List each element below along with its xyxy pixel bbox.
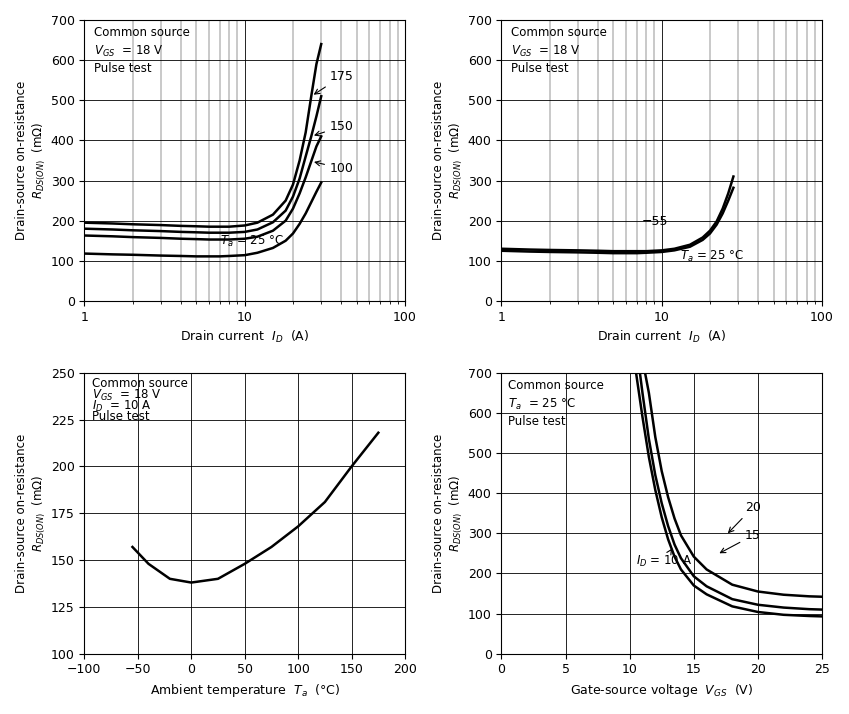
Text: Common source: Common source <box>511 26 607 39</box>
Text: 150: 150 <box>315 120 354 136</box>
X-axis label: Ambient temperature  $T_a$  (°C): Ambient temperature $T_a$ (°C) <box>149 682 340 699</box>
Text: $V_{GS}$  = 18 V: $V_{GS}$ = 18 V <box>511 44 581 59</box>
Text: $T_a$ = 25 °C: $T_a$ = 25 °C <box>220 234 284 249</box>
Text: 175: 175 <box>315 70 354 94</box>
X-axis label: Drain current  $I_D$  (A): Drain current $I_D$ (A) <box>180 329 309 346</box>
Text: 20: 20 <box>728 501 761 533</box>
Text: $T_a$ = 25 °C: $T_a$ = 25 °C <box>680 248 744 263</box>
Y-axis label: Drain-source on-resistance
$R_{DS(ON)}$  (m$\Omega$): Drain-source on-resistance $R_{DS(ON)}$ … <box>15 433 48 593</box>
X-axis label: Drain current  $I_D$  (A): Drain current $I_D$ (A) <box>597 329 727 346</box>
Text: Pulse test: Pulse test <box>508 415 565 428</box>
Text: 15: 15 <box>721 529 761 553</box>
Text: Pulse test: Pulse test <box>92 411 149 423</box>
Text: $I_D$  = 10 A: $I_D$ = 10 A <box>92 399 152 414</box>
Text: Common source: Common source <box>94 26 190 39</box>
X-axis label: Gate-source voltage  $V_{GS}$  (V): Gate-source voltage $V_{GS}$ (V) <box>570 682 753 699</box>
Text: −55: −55 <box>642 215 668 228</box>
Text: $I_D$ = 10 A: $I_D$ = 10 A <box>636 549 692 569</box>
Text: Pulse test: Pulse test <box>511 62 569 75</box>
Y-axis label: Drain-source on-resistance
$R_{DS(ON)}$  (m$\Omega$): Drain-source on-resistance $R_{DS(ON)}$ … <box>15 81 48 240</box>
Text: Common source: Common source <box>508 379 604 392</box>
Text: Common source: Common source <box>92 376 188 390</box>
Text: 100: 100 <box>315 161 354 175</box>
Y-axis label: Drain-source on-resistance
$R_{DS(ON)}$  (m$\Omega$): Drain-source on-resistance $R_{DS(ON)}$ … <box>432 433 465 593</box>
Text: $V_{GS}$  = 18 V: $V_{GS}$ = 18 V <box>92 388 161 403</box>
Text: $T_a$  = 25 °C: $T_a$ = 25 °C <box>508 397 576 412</box>
Text: $V_{GS}$  = 18 V: $V_{GS}$ = 18 V <box>94 44 164 59</box>
Y-axis label: Drain-source on-resistance
$R_{DS(ON)}$  (m$\Omega$): Drain-source on-resistance $R_{DS(ON)}$ … <box>432 81 465 240</box>
Text: Pulse test: Pulse test <box>94 62 152 75</box>
